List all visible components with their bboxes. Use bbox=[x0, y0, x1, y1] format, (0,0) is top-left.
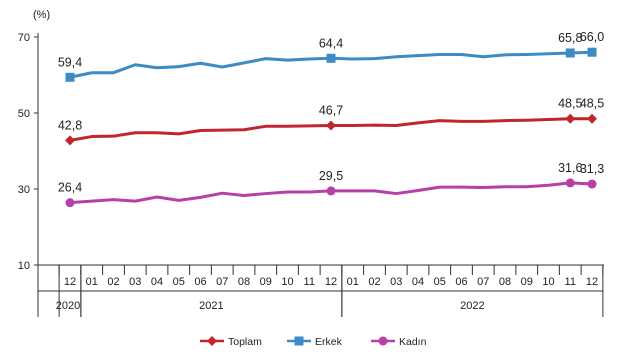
x-tick-label: 07 bbox=[477, 276, 489, 288]
data-point-toplam bbox=[65, 135, 75, 146]
data-labels: 42,8 46,7 48,548,5 59,4 64,4 65,866,0 26,4 29,5… bbox=[58, 30, 604, 194]
data-label-toplam: 46,7 bbox=[319, 104, 343, 118]
data-point-toplam bbox=[565, 113, 576, 124]
x-tick-label: 11 bbox=[565, 276, 576, 288]
data-label-erkek: 65,8 bbox=[558, 31, 582, 45]
data-label-toplam: 48,5 bbox=[580, 97, 604, 111]
legend-marker-kad-n bbox=[378, 336, 388, 346]
x-tick-label: 10 bbox=[281, 276, 293, 288]
data-label-kad-n: 26,4 bbox=[58, 181, 82, 195]
data-point-kad-n bbox=[65, 198, 75, 208]
y-tick-label: 30 bbox=[18, 184, 30, 196]
series-layer bbox=[65, 47, 597, 208]
y-tick-label: 50 bbox=[18, 108, 30, 120]
data-point-kad-n bbox=[565, 178, 575, 188]
year-label: 2020 bbox=[56, 300, 80, 312]
x-tick-label: 12 bbox=[586, 276, 598, 288]
x-tick-label: 04 bbox=[151, 276, 163, 288]
data-point-erkek bbox=[587, 47, 597, 57]
x-tick-label: 06 bbox=[194, 276, 206, 288]
x-tick-label: 01 bbox=[86, 276, 98, 288]
year-label: 2021 bbox=[199, 300, 223, 312]
legend-item-kad-n: Kadın bbox=[371, 336, 427, 348]
data-point-erkek bbox=[65, 72, 75, 82]
data-point-kad-n bbox=[587, 179, 597, 189]
data-point-toplam bbox=[326, 120, 336, 131]
data-label-kad-n: 31,6 bbox=[558, 161, 582, 175]
y-tick-label: 70 bbox=[18, 32, 30, 44]
y-tick-label: 10 bbox=[18, 260, 30, 272]
data-label-toplam: 42,8 bbox=[58, 118, 82, 132]
legend-label-erkek: Erkek bbox=[315, 336, 343, 348]
data-point-erkek bbox=[565, 48, 575, 58]
x-tick-label: 07 bbox=[216, 276, 228, 288]
data-label-toplam: 48,5 bbox=[558, 97, 582, 111]
data-label-erkek: 66,0 bbox=[580, 30, 604, 44]
data-label-kad-n: 31,3 bbox=[580, 162, 604, 176]
x-tick-label: 06 bbox=[455, 276, 467, 288]
x-tick-label: 05 bbox=[173, 276, 185, 288]
y-axis-unit-label: (%) bbox=[33, 9, 50, 21]
x-tick-label: 03 bbox=[390, 276, 402, 288]
x-tick-label: 04 bbox=[412, 276, 424, 288]
data-label-erkek: 64,4 bbox=[319, 36, 343, 50]
axes: 10 30 50 70 12 01 02 03 04 05 06 07 08 09 10 11 12 01 02 03… bbox=[18, 32, 604, 317]
x-tick-label: 12 bbox=[325, 276, 337, 288]
data-label-kad-n: 29,5 bbox=[319, 169, 343, 183]
x-tick-label: 10 bbox=[542, 276, 554, 288]
data-label-erkek: 59,4 bbox=[58, 55, 82, 69]
x-tick-label: 11 bbox=[304, 276, 315, 288]
legend-item-erkek: Erkek bbox=[287, 336, 343, 348]
legend-item-toplam: Toplam bbox=[200, 336, 262, 348]
x-tick-label: 09 bbox=[260, 276, 272, 288]
legend-label-toplam: Toplam bbox=[228, 336, 262, 348]
x-tick-label: 08 bbox=[238, 276, 250, 288]
legend: Toplam Erkek Kadın bbox=[200, 336, 427, 348]
x-tick-label: 01 bbox=[347, 276, 359, 288]
x-tick-label: 02 bbox=[107, 276, 119, 288]
data-point-toplam bbox=[587, 113, 597, 124]
x-tick-label: 03 bbox=[129, 276, 141, 288]
x-tick-label: 05 bbox=[434, 276, 446, 288]
legend-marker-toplam bbox=[207, 336, 217, 346]
data-point-erkek bbox=[326, 53, 336, 63]
x-tick-label: 12 bbox=[64, 276, 76, 288]
legend-marker-erkek bbox=[294, 336, 304, 346]
x-tick-label: 02 bbox=[368, 276, 380, 288]
x-tick-label: 08 bbox=[499, 276, 511, 288]
data-point-kad-n bbox=[326, 186, 336, 196]
legend-label-kad-n: Kadın bbox=[399, 336, 427, 348]
x-tick-label: 09 bbox=[521, 276, 533, 288]
year-label: 2022 bbox=[460, 300, 484, 312]
